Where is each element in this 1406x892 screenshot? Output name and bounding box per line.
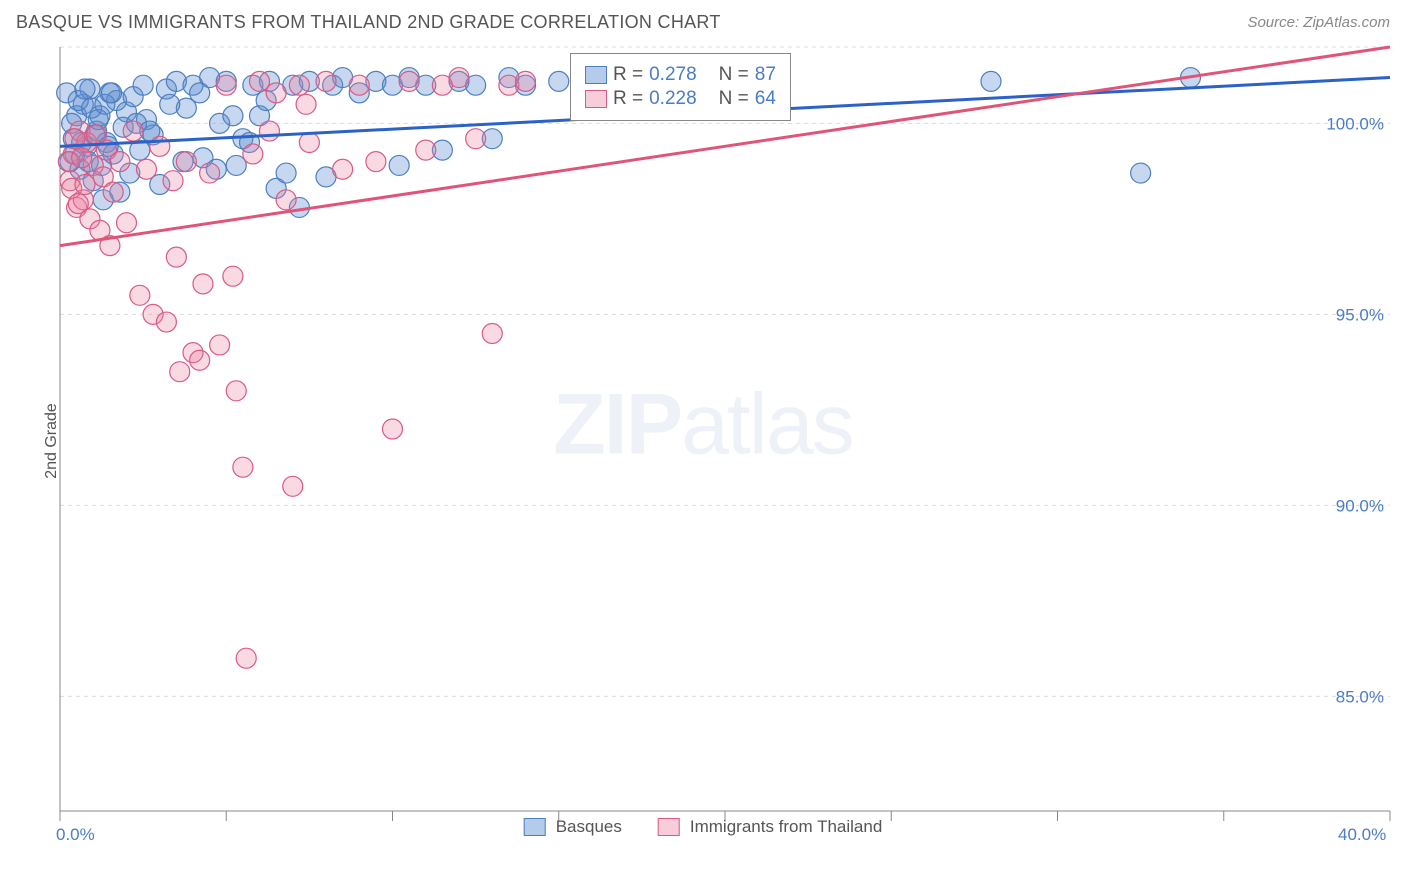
r-label: R = xyxy=(613,88,643,110)
legend-swatch xyxy=(524,818,546,836)
series-legend: Basques Immigrants from Thailand xyxy=(524,817,883,837)
svg-text:95.0%: 95.0% xyxy=(1336,305,1384,324)
scatter-plot: 85.0% 90.0% 95.0% 100.0% xyxy=(0,41,1406,841)
stats-row: R = 0.228 N = 64 xyxy=(585,88,776,110)
r-value: 0.228 xyxy=(649,88,697,110)
svg-text:90.0%: 90.0% xyxy=(1336,496,1384,515)
source-label: Source: ZipAtlas.com xyxy=(1247,14,1390,31)
chart-title: BASQUE VS IMMIGRANTS FROM THAILAND 2ND G… xyxy=(16,12,721,33)
legend-label: Basques xyxy=(556,817,622,837)
legend-swatch xyxy=(658,818,680,836)
svg-text:85.0%: 85.0% xyxy=(1336,687,1384,706)
n-label: N = xyxy=(719,88,749,110)
x-axis-min-label: 0.0% xyxy=(56,825,95,845)
r-value: 0.278 xyxy=(649,64,697,86)
chart-header: BASQUE VS IMMIGRANTS FROM THAILAND 2ND G… xyxy=(0,0,1406,41)
n-value: 87 xyxy=(755,64,776,86)
n-value: 64 xyxy=(755,88,776,110)
r-label: R = xyxy=(613,64,643,86)
legend-item: Basques xyxy=(524,817,622,837)
chart-area: 2nd Grade 85.0%90.0%95.0%100.0% ZIPatlas… xyxy=(0,41,1406,841)
stats-row: R = 0.278 N = 87 xyxy=(585,64,776,86)
series-swatch xyxy=(585,66,607,84)
series-swatch xyxy=(585,90,607,108)
x-axis-max-label: 40.0% xyxy=(1338,825,1386,845)
legend-item: Immigrants from Thailand xyxy=(658,817,882,837)
n-label: N = xyxy=(719,64,749,86)
stats-legend-box: R = 0.278 N = 87 R = 0.228 N = 64 xyxy=(570,53,791,121)
legend-label: Immigrants from Thailand xyxy=(690,817,882,837)
svg-text:100.0%: 100.0% xyxy=(1326,114,1384,133)
